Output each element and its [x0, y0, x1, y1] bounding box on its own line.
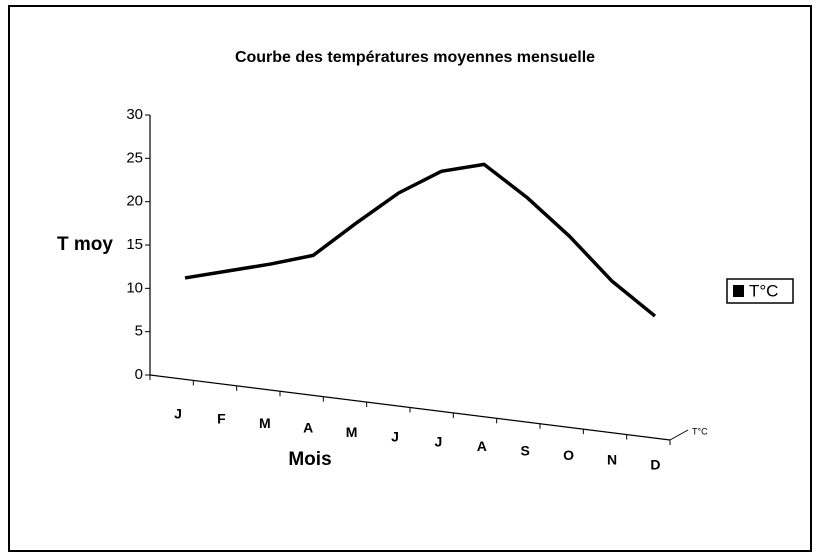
legend-label: T°C [749, 281, 778, 300]
x-tick-label: S [521, 443, 530, 459]
x-tick-label: A [303, 420, 313, 436]
x-tick-label: O [563, 447, 574, 463]
y-tick-label: 30 [126, 106, 143, 123]
y-axis-title: T moy [57, 234, 113, 255]
x-tick-label: M [346, 424, 358, 440]
x-tick-label: J [174, 406, 182, 422]
x-tick-label: J [391, 429, 399, 445]
x-axis-title: Mois [288, 449, 331, 470]
x-tick-label: J [435, 433, 443, 449]
legend-swatch [733, 285, 744, 297]
chart-frame [8, 5, 812, 552]
x-tick-label: A [477, 438, 487, 454]
depth-axis [669, 429, 689, 441]
x-tick-label: M [259, 415, 271, 431]
series-line [184, 162, 657, 318]
y-tick-label: 0 [135, 366, 143, 383]
x-tick-label: D [650, 456, 660, 472]
x-tick-label: F [217, 410, 226, 426]
y-tick-label: 25 [126, 149, 143, 166]
depth-axis-label: T°C [692, 426, 708, 436]
x-tick-label: N [607, 452, 617, 468]
y-tick-label: 20 [126, 193, 143, 210]
y-tick-label: 5 [135, 323, 143, 340]
chart-title: Courbe des températures moyennes mensuel… [235, 49, 595, 66]
y-tick-label: 10 [126, 279, 143, 296]
y-tick-label: 15 [126, 236, 143, 253]
